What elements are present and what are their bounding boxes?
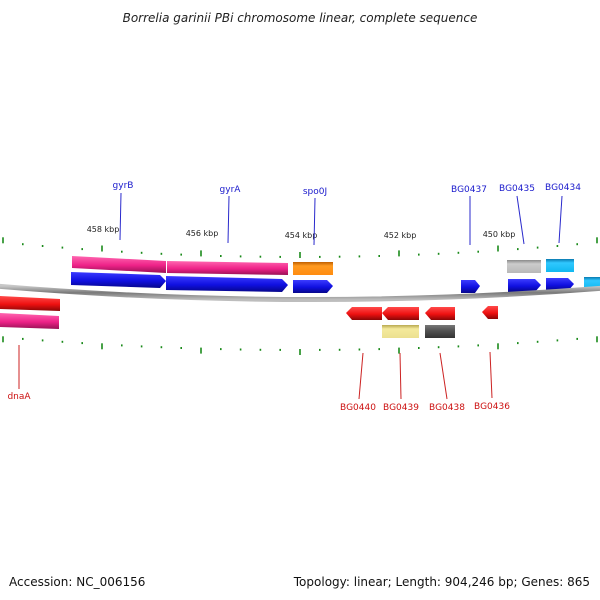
scale-ticks-top: [2, 237, 598, 258]
cds-BG0436[interactable]: [482, 306, 498, 319]
gene-label-BG0437[interactable]: BG0437: [451, 185, 487, 195]
cds-gyrA[interactable]: [166, 276, 288, 292]
chromosome-backbone: [0, 283, 600, 303]
gene-label-dnaA[interactable]: dnaA: [7, 392, 31, 402]
accession-label: Accession: NC_006156: [9, 575, 145, 589]
leader-BG0440: [358, 352, 364, 400]
feature-edge-cyan[interactable]: [584, 277, 600, 289]
map-title: Borrelia garinii PBi chromosome linear, …: [123, 11, 478, 25]
cds-BG0439[interactable]: [382, 307, 419, 320]
cds-BG0438[interactable]: [425, 307, 455, 320]
scale-label-458-kbp: 458 kbp: [87, 225, 120, 234]
gene-label-gyrB[interactable]: gyrB: [113, 181, 134, 191]
gene-label-spo0J[interactable]: spo0J: [303, 187, 327, 197]
gene-label-gyrA[interactable]: gyrA: [220, 185, 242, 195]
scale-label-454-kbp: 454 kbp: [285, 231, 318, 240]
scale-label-452-kbp: 452 kbp: [384, 231, 417, 240]
leader-gyrB: [119, 192, 122, 241]
gene-label-BG0436[interactable]: BG0436: [474, 402, 510, 412]
scale-ticks-bottom: [2, 336, 598, 355]
scale-label-456-kbp: 456 kbp: [186, 229, 219, 238]
gene-label-BG0435[interactable]: BG0435: [499, 184, 535, 194]
bottom-label-leaders: [18, 345, 493, 400]
scale-label-450-kbp: 450 kbp: [483, 230, 516, 239]
gene-label-BG0440[interactable]: BG0440: [340, 403, 376, 413]
leader-BG0434: [558, 195, 563, 244]
gene-label-BG0434[interactable]: BG0434: [545, 183, 581, 193]
topology-summary: Topology: linear; Length: 904,246 bp; Ge…: [293, 575, 590, 589]
gene-label-BG0439[interactable]: BG0439: [383, 403, 419, 413]
feature-BG0435-category[interactable]: [507, 260, 541, 273]
top-label-leaders: [119, 192, 563, 246]
feature-spo0J-category[interactable]: [293, 262, 333, 275]
leader-BG0435: [516, 195, 525, 245]
gene-label-BG0438[interactable]: BG0438: [429, 403, 465, 413]
feature-BG0434-category[interactable]: [546, 259, 574, 272]
cds-BG0435[interactable]: [508, 279, 541, 292]
leader-BG0438: [439, 352, 448, 400]
feature-BG0439-category[interactable]: [382, 325, 419, 338]
cds-BG0437[interactable]: [461, 280, 480, 293]
cds-BG0434[interactable]: [546, 278, 574, 291]
feature-BG0438-category[interactable]: [425, 325, 455, 338]
feature-gyrA-category[interactable]: [167, 261, 288, 275]
leader-BG0436: [489, 351, 493, 399]
cds-gyrB[interactable]: [71, 272, 166, 288]
feature-gyrB-category[interactable]: [72, 256, 166, 273]
feature-dnaA-category[interactable]: [0, 313, 59, 329]
cds-BG0440[interactable]: [346, 307, 382, 320]
cds-dnaA[interactable]: [0, 296, 60, 311]
cds-spo0J[interactable]: [293, 280, 333, 293]
leader-BG0439: [399, 352, 402, 400]
leader-spo0J: [313, 197, 316, 246]
leader-gyrA: [227, 195, 230, 244]
